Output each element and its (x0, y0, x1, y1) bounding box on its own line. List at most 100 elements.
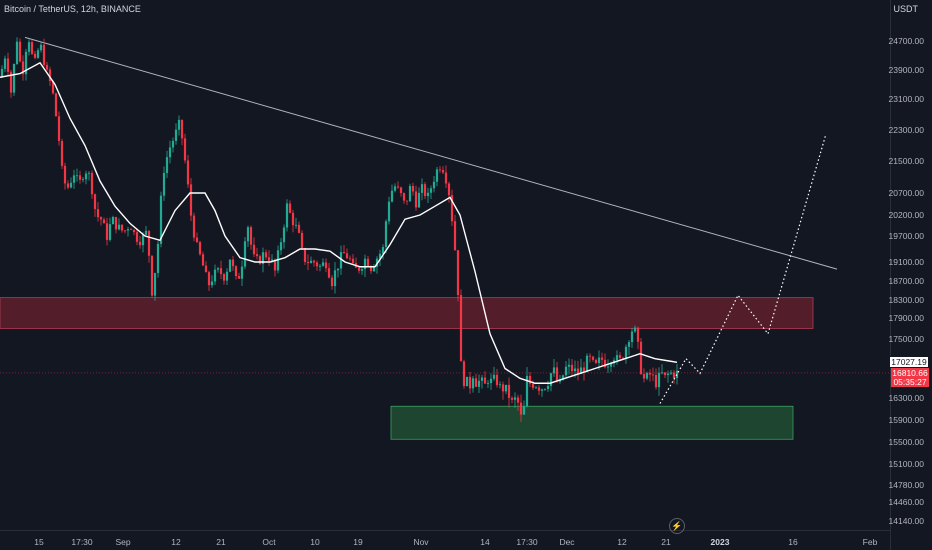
candle-body (564, 366, 568, 376)
x-tick-label: 12 (171, 537, 181, 547)
candle-body (210, 281, 214, 286)
candle-body (477, 380, 481, 387)
candle-body (495, 374, 499, 385)
candle-body (594, 359, 598, 364)
candle-body (453, 221, 457, 251)
candle-body (225, 271, 229, 281)
candle-body (579, 367, 583, 374)
candle-body (207, 272, 211, 286)
candle-body (399, 187, 403, 194)
candle-body (432, 181, 436, 189)
candle-body (423, 184, 427, 197)
candle-body (663, 372, 667, 376)
candle-body (444, 172, 448, 184)
x-tick-label: 15 (34, 537, 44, 547)
y-tick-label: 15500.00 (888, 437, 924, 447)
candle-body (339, 252, 343, 269)
candle-body (66, 183, 70, 188)
candle-body (435, 169, 439, 182)
candle-body (384, 221, 388, 248)
x-tick-label: Sep (115, 537, 131, 547)
candle-body (537, 387, 541, 391)
x-tick-label: 10 (310, 537, 320, 547)
candle-body (282, 227, 286, 243)
candle-body (57, 116, 61, 141)
candle-body (576, 368, 580, 374)
moving-average-line (0, 61, 678, 384)
candle-body (498, 384, 502, 386)
candle-body (141, 234, 145, 246)
candle-body (459, 295, 463, 362)
x-tick-label: 21 (216, 537, 226, 547)
candle-body (627, 342, 631, 347)
candle-body (369, 266, 373, 272)
candle-body (249, 227, 253, 245)
y-tick-label: 14460.00 (888, 497, 924, 507)
candle-countdown-label: 05:35:27 (891, 377, 929, 387)
candle-body (669, 372, 673, 374)
candle-body (393, 186, 397, 191)
candle-body (426, 192, 430, 197)
candle-body (660, 372, 664, 374)
y-tick-label: 20200.00 (888, 210, 924, 220)
candle-body (471, 378, 475, 389)
candle-body (261, 252, 265, 264)
x-tick-label: Oct (262, 537, 276, 547)
y-tick-label: 21500.00 (888, 156, 924, 166)
candle-body (0, 68, 4, 78)
candle-body (15, 41, 19, 64)
candle-body (519, 402, 523, 415)
candle-body (294, 224, 298, 226)
candle-body (87, 172, 91, 174)
candle-body (84, 173, 88, 180)
candle-body (390, 190, 394, 202)
candle-body (111, 216, 115, 225)
candle-body (165, 157, 169, 173)
candle-body (222, 274, 226, 281)
candle-body (372, 266, 376, 272)
candle-body (81, 179, 85, 181)
candle-body (501, 384, 505, 392)
candle-body (123, 230, 127, 232)
candle-body (633, 327, 637, 332)
candle-body (93, 194, 97, 210)
candle-body (303, 248, 307, 262)
candle-body (153, 272, 157, 296)
time-axis-divider (0, 530, 890, 531)
candle-body (411, 185, 415, 192)
candle-body (171, 140, 175, 148)
candle-body (330, 277, 334, 287)
y-tick-label: 19700.00 (888, 231, 924, 241)
candle-body (255, 254, 259, 257)
candle-body (129, 229, 133, 230)
candle-body (183, 138, 187, 161)
candle-body (3, 58, 7, 69)
candle-body (198, 242, 202, 255)
candle-body (546, 385, 550, 390)
lightning-bolt-icon[interactable]: ⚡ (669, 518, 685, 534)
x-tick-label: 2023 (710, 537, 730, 547)
candle-body (582, 367, 586, 373)
candle-body (30, 42, 34, 54)
candle-body (597, 357, 601, 364)
candle-body (336, 268, 340, 271)
y-tick-label: 14140.00 (888, 516, 924, 526)
candle-body (114, 216, 118, 230)
candle-body (636, 327, 640, 342)
candle-body (9, 71, 13, 93)
candle-body (213, 269, 217, 282)
candle-body (291, 212, 295, 226)
candle-body (186, 160, 190, 185)
candle-body (429, 188, 433, 193)
candle-body (588, 355, 592, 357)
candle-body (150, 255, 154, 296)
candle-body (162, 172, 166, 196)
candle-body (405, 200, 409, 202)
candle-body (345, 253, 349, 259)
support-zone (390, 405, 794, 440)
candle-body (240, 266, 244, 279)
candle-body (285, 203, 289, 228)
last-price-label: 16810.66 (891, 368, 929, 378)
candle-body (621, 357, 625, 359)
